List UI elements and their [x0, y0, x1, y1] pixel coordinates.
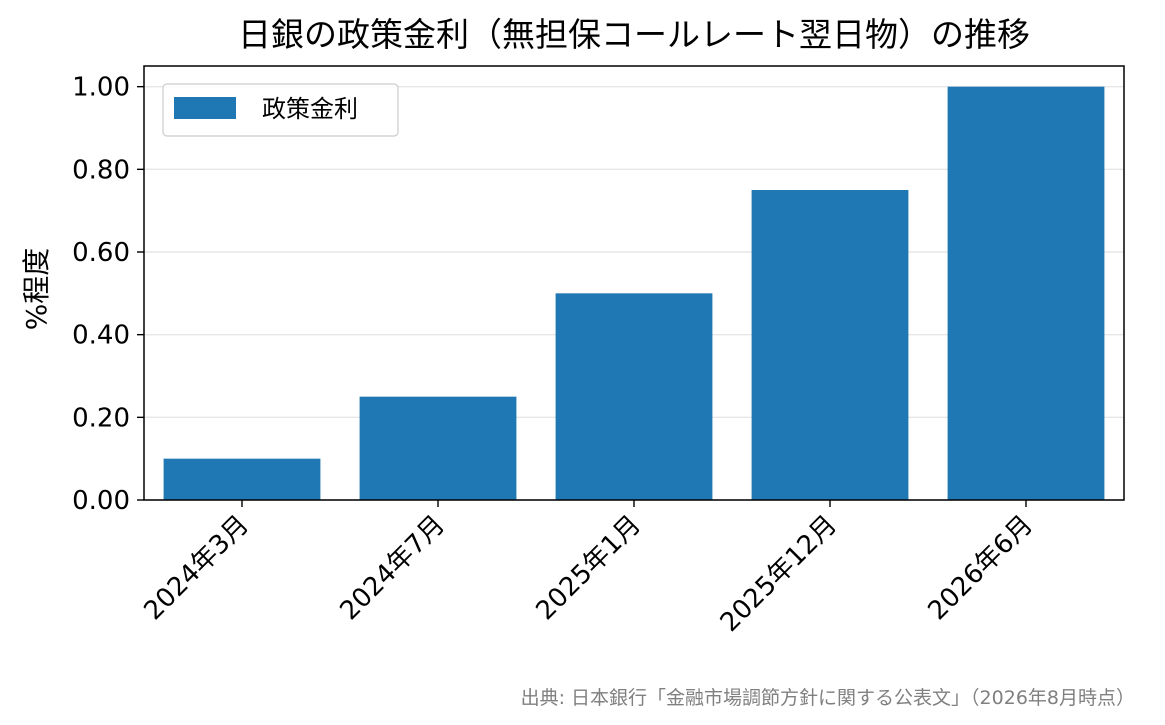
- y-tick-label: 0.20: [72, 403, 130, 433]
- y-tick-label: 0.80: [72, 155, 130, 185]
- bar: [163, 458, 321, 500]
- chart-title: 日銀の政策金利（無担保コールレート翌日物）の推移: [238, 15, 1030, 54]
- bars: [163, 86, 1105, 501]
- y-tick-label: 0.40: [72, 321, 130, 351]
- legend-label: 政策金利: [262, 95, 358, 123]
- y-tick-label: 0.60: [72, 238, 130, 268]
- y-axis-label: %程度: [20, 248, 53, 331]
- legend: 政策金利: [162, 83, 399, 137]
- y-tick-label: 0.00: [72, 486, 130, 516]
- legend-swatch: [174, 97, 236, 119]
- bar: [555, 293, 713, 500]
- y-axis: 0.00 0.20 0.40 0.60 0.80 1.00: [72, 73, 144, 516]
- y-tick-label: 1.00: [72, 73, 130, 103]
- bar: [947, 86, 1105, 501]
- source-note: 出典: 日本銀行「金融市場調節方針に関する公表文」（2026年8月時点）: [521, 687, 1135, 709]
- bar: [359, 396, 517, 500]
- bar: [751, 190, 909, 500]
